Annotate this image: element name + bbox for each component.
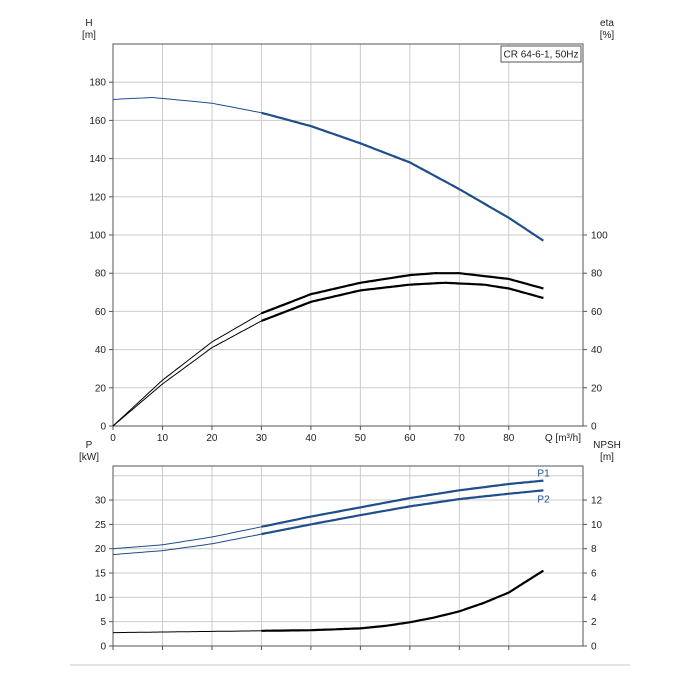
y-right-tick-label: 20: [591, 383, 603, 394]
power-npsh-chart: 0 5 10 15 20 25 30 0 2 4 6 8 10 12 P[kW] NPSH[m] P1 P2: [79, 440, 621, 653]
y-left-axis-unit: [kW]: [79, 452, 99, 463]
curve-p2: [112, 533, 262, 555]
y-left-tick-label: 20: [95, 383, 107, 394]
y-left-axis-unit: [m]: [82, 30, 96, 41]
curve-head-operating: [261, 111, 544, 242]
x-tick-label: 10: [157, 433, 169, 444]
y-right-tick-label: 100: [591, 231, 608, 242]
y-right-tick-label: 2: [591, 617, 597, 628]
x-tick-label: 80: [503, 433, 515, 444]
series-label-p2: P2: [537, 494, 550, 505]
y-right-tick-label: 60: [591, 307, 603, 318]
y-left-axis-title: P: [86, 440, 93, 451]
y-left-tick-label: 160: [89, 116, 106, 127]
curve-p2-operating: [261, 489, 544, 536]
y-right-tick-label: 0: [591, 422, 597, 433]
y-left-tick-label: 40: [95, 345, 107, 356]
y-right-tick-label: 10: [591, 520, 603, 531]
x-tick-label: 0: [110, 433, 116, 444]
x-tick-label: 20: [206, 433, 218, 444]
y-left-tick-label: 60: [95, 307, 107, 318]
y-right-axis-title: eta: [600, 18, 614, 29]
y-left-tick-label: 25: [95, 520, 107, 531]
y-left-tick-label: 100: [89, 231, 106, 242]
x-tick-label: 30: [256, 433, 268, 444]
y-right-axis-title: NPSH: [593, 440, 621, 451]
head-efficiency-chart: 0 20 40 60 80 100 120 140 160 180 0 20 40 60 80 100 0 10 2…: [82, 18, 614, 444]
x-tick-label: 60: [404, 433, 416, 444]
y-left-tick-label: 140: [89, 154, 106, 165]
x-tick-label: 40: [305, 433, 317, 444]
curve-eta1-operating: [261, 272, 544, 315]
y-left-tick-label: 30: [95, 496, 107, 507]
x-tick-label: 50: [355, 433, 367, 444]
curve-eta1: [112, 312, 262, 427]
x-axis-label: Q [m³/h]: [545, 433, 581, 444]
y-left-tick-label: 15: [95, 569, 107, 580]
x-tick-label: 70: [454, 433, 466, 444]
chart-title: CR 64-6-1, 50Hz: [503, 50, 578, 61]
curve-p1-operating: [261, 479, 544, 528]
y-right-tick-label: 8: [591, 544, 597, 555]
series-label-p1: P1: [537, 469, 550, 480]
y-right-tick-label: 40: [591, 345, 603, 356]
y-right-tick-label: 80: [591, 269, 603, 280]
plot-frame: [112, 465, 584, 647]
y-right-axis-unit: [m]: [600, 452, 614, 463]
curve-npsh: [113, 630, 262, 634]
curve-npsh-operating: [261, 569, 544, 632]
curve-eta2: [112, 320, 262, 427]
y-left-tick-label: 0: [100, 422, 106, 433]
curve-head: [112, 96, 262, 114]
curve-p1: [112, 526, 262, 550]
y-left-tick-label: 180: [89, 78, 106, 89]
y-left-tick-label: 120: [89, 192, 106, 203]
y-left-tick-label: 20: [95, 544, 107, 555]
y-right-tick-label: 4: [591, 593, 597, 604]
y-right-axis-unit: [%]: [600, 30, 615, 41]
y-left-axis-title: H: [85, 18, 92, 29]
curve-eta2-operating: [261, 281, 544, 322]
y-left-tick-label: 10: [95, 593, 107, 604]
y-right-tick-label: 6: [591, 569, 597, 580]
chart-title-box: [500, 45, 582, 63]
y-left-tick-label: 80: [95, 269, 107, 280]
y-right-tick-label: 0: [591, 642, 597, 653]
y-left-tick-label: 5: [100, 617, 106, 628]
y-right-tick-label: 12: [591, 496, 603, 507]
y-left-tick-label: 0: [100, 642, 106, 653]
